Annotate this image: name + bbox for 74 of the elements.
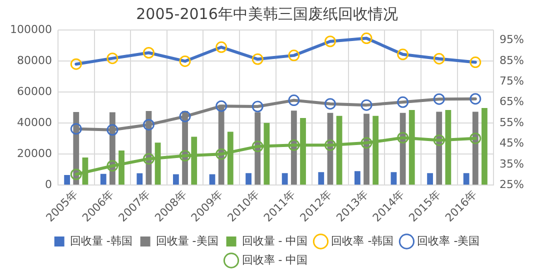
point <box>216 148 228 160</box>
y2-tick-label: 25% <box>500 178 524 191</box>
bar <box>290 110 297 185</box>
point <box>252 140 264 152</box>
y2-tick-label: 85% <box>500 54 524 67</box>
point <box>252 100 264 112</box>
point <box>433 134 445 146</box>
bar <box>64 175 70 185</box>
legend-label: 回收量 - 中国 <box>242 234 308 248</box>
legend-label: 回收率 -美国 <box>417 234 480 248</box>
point <box>216 100 228 112</box>
bar <box>282 173 288 185</box>
point <box>252 53 264 65</box>
point <box>142 46 154 58</box>
y-tick-label: 0 <box>44 178 52 191</box>
bar <box>390 172 397 185</box>
point <box>470 56 482 68</box>
point <box>360 32 372 44</box>
legend-label: 回收量 -美国 <box>156 234 218 248</box>
bar <box>246 173 252 185</box>
bar <box>318 172 324 185</box>
y2-tick-label: 65% <box>500 95 524 108</box>
point <box>288 50 300 62</box>
point <box>70 168 82 180</box>
point <box>324 36 336 48</box>
point <box>470 132 482 144</box>
point <box>142 153 154 165</box>
y-tick-label: 40000 <box>16 116 52 129</box>
y-tick-label: 100000 <box>10 22 52 36</box>
y2-tick-label: 55% <box>500 116 524 129</box>
bar <box>254 112 261 185</box>
point <box>433 93 445 105</box>
point <box>470 93 482 105</box>
legend-label: 回收率 -韩国 <box>331 234 394 248</box>
point <box>70 123 82 135</box>
y2-tick-label: 35% <box>500 157 524 170</box>
chart-title: 2005-2016年中美韩三国废纸回收情况 <box>136 4 398 23</box>
y2-tick-label: 45% <box>500 136 524 150</box>
point <box>179 110 191 122</box>
point <box>433 52 445 64</box>
point <box>179 150 191 162</box>
point <box>216 41 228 53</box>
legend-label: 回收量 -韩国 <box>70 234 132 248</box>
bar <box>100 174 106 185</box>
point <box>288 139 300 151</box>
bar <box>136 173 143 185</box>
point <box>288 94 300 106</box>
point <box>142 118 154 130</box>
bar <box>463 173 470 185</box>
point <box>70 58 82 70</box>
legend-label: 回收率 - 中国 <box>242 253 308 266</box>
point <box>106 124 118 136</box>
point <box>324 98 336 110</box>
point <box>397 48 409 60</box>
bar <box>354 171 360 185</box>
y-tick-label: 60000 <box>16 84 52 98</box>
point <box>106 160 118 172</box>
point <box>324 139 336 151</box>
point <box>179 55 191 67</box>
point <box>397 96 409 108</box>
point <box>106 52 118 64</box>
bar <box>209 174 216 185</box>
point <box>360 99 372 111</box>
bar <box>472 112 478 185</box>
bar <box>427 173 433 185</box>
bar <box>436 112 442 185</box>
point <box>360 137 372 149</box>
y2-tick-label: 95% <box>500 33 524 46</box>
y-tick-label: 20000 <box>16 146 52 160</box>
point <box>397 132 409 144</box>
y-tick-label: 80000 <box>16 54 52 67</box>
bar <box>364 114 370 185</box>
y2-tick-label: 75% <box>500 74 524 88</box>
bar <box>173 174 179 185</box>
